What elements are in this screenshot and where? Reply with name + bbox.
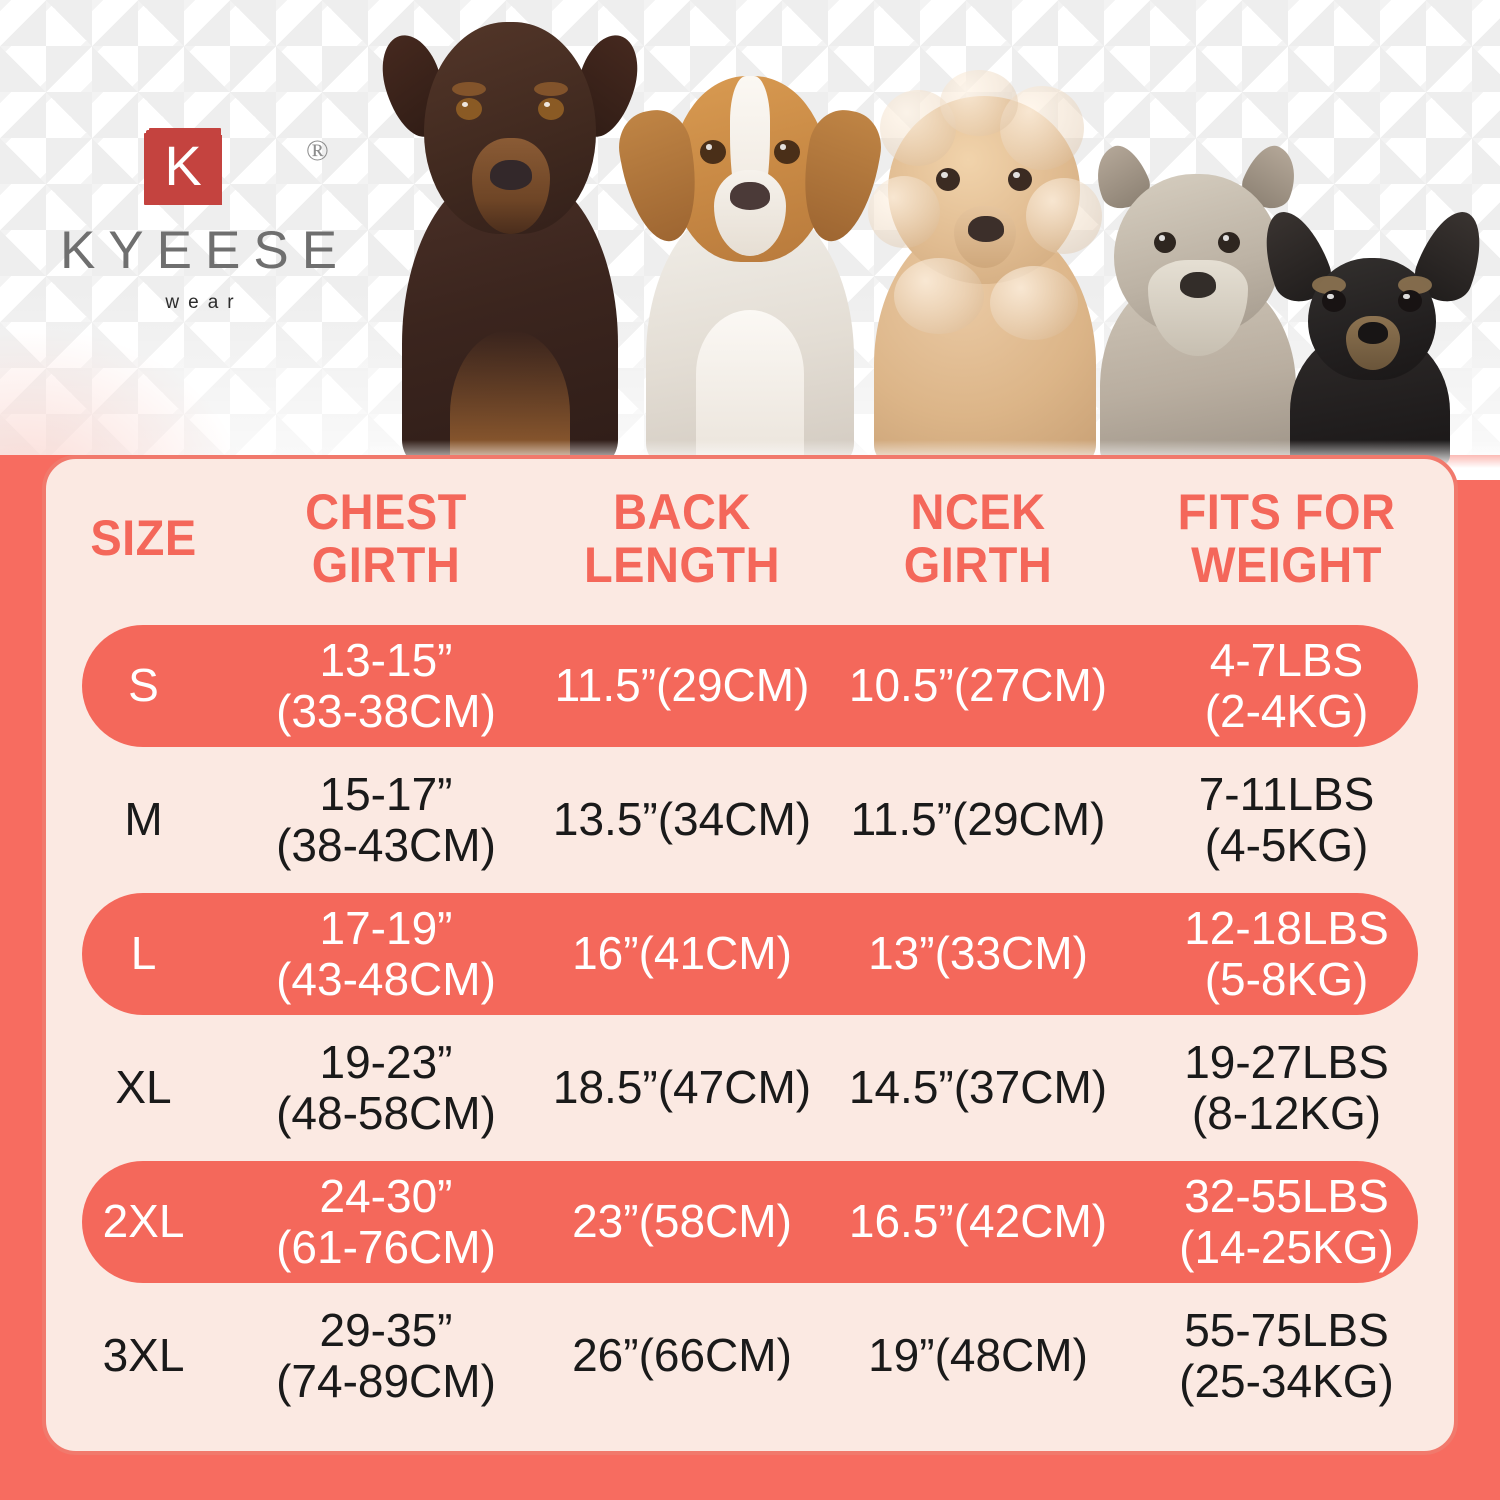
cell-back-length: 13.5”(34CM) — [552, 793, 812, 846]
dog-eye-left — [700, 140, 726, 164]
dog-nose — [730, 182, 770, 210]
brand-mark-icon: K — [146, 130, 220, 204]
dog-fur-curl — [1026, 178, 1102, 254]
dog-fur-curl — [990, 266, 1078, 340]
dog-eye-right — [1008, 168, 1032, 191]
cell-size: 3XL — [102, 1329, 185, 1382]
cell-size: M — [124, 793, 163, 846]
dog-fur-curl — [894, 258, 984, 334]
chihuahua-dog — [1250, 202, 1494, 470]
table-header-row: SIZE CHEST GIRTH BACK LENGTH NCEK GIRTH … — [46, 459, 1454, 619]
brand-mark-row: K ® — [30, 130, 370, 222]
dog-fur-curl — [940, 70, 1018, 136]
table-row: 2XL 24-30” (61-76CM) 23”(58CM) 16.5”(42C… — [46, 1155, 1454, 1289]
dog-eye-left — [1322, 290, 1346, 312]
column-header-size: SIZE — [90, 510, 197, 567]
cell-neck-girth: 11.5”(29CM) — [850, 793, 1106, 846]
dog-nose — [1358, 322, 1388, 344]
dog-nose — [968, 216, 1004, 242]
cell-back-length: 18.5”(47CM) — [552, 1061, 812, 1114]
column-header-neck-girth: NCEK GIRTH — [903, 483, 1053, 593]
brand-mark-letter: K — [164, 133, 202, 197]
table-row: XL 19-23” (48-58CM) 18.5”(47CM) 14.5”(37… — [46, 1021, 1454, 1155]
cell-fits-for-weight: 7-11LBS (4-5KG) — [1198, 768, 1375, 871]
cell-back-length: 23”(58CM) — [572, 1195, 792, 1248]
table-row: 3XL 29-35” (74-89CM) 26”(66CM) 19”(48CM)… — [46, 1289, 1454, 1423]
size-table: SIZE CHEST GIRTH BACK LENGTH NCEK GIRTH … — [46, 459, 1454, 1451]
brand-tagline: wear — [165, 292, 243, 314]
registered-trademark-icon: ® — [306, 134, 329, 167]
column-header-back-length: BACK LENGTH — [583, 483, 781, 593]
dog-brow-left — [452, 82, 486, 96]
dog-brow-right — [534, 82, 568, 96]
dog-nose — [1180, 272, 1216, 298]
poodle-dog — [850, 60, 1120, 470]
column-header-chest-girth: CHEST GIRTH — [305, 483, 467, 593]
beagle-dog — [610, 30, 890, 470]
cell-neck-girth: 16.5”(42CM) — [848, 1195, 1108, 1248]
cell-neck-girth: 19”(48CM) — [868, 1329, 1088, 1382]
cell-fits-for-weight: 12-18LBS (5-8KG) — [1184, 902, 1389, 1005]
column-header-fits-for-weight: FITS FOR WEIGHT — [1177, 483, 1396, 593]
cell-chest-girth: 29-35” (74-89CM) — [276, 1304, 496, 1407]
cell-size: XL — [115, 1061, 172, 1114]
cell-size: L — [130, 927, 157, 980]
cell-chest-girth: 17-19” (43-48CM) — [276, 902, 496, 1005]
cell-chest-girth: 15-17” (38-43CM) — [276, 768, 496, 871]
dog-eye-left — [456, 98, 482, 120]
cell-size: S — [128, 659, 159, 712]
dog-eye-right — [538, 98, 564, 120]
doberman-dog — [372, 10, 648, 470]
cell-size: 2XL — [102, 1195, 185, 1248]
table-row: L 17-19” (43-48CM) 16”(41CM) 13”(33CM) 1… — [46, 887, 1454, 1021]
size-chart-panel: SIZE CHEST GIRTH BACK LENGTH NCEK GIRTH … — [42, 455, 1458, 1455]
dog-brow-right — [1398, 276, 1432, 294]
dog-eye-left — [1154, 232, 1176, 253]
dog-eye-right — [1398, 290, 1422, 312]
cell-neck-girth: 10.5”(27CM) — [848, 659, 1108, 712]
dog-brow-left — [1312, 276, 1346, 294]
dog-eye-right — [1218, 232, 1240, 253]
brand-name: KYEESE — [59, 221, 351, 280]
cell-chest-girth: 19-23” (48-58CM) — [276, 1036, 496, 1139]
table-row: S 13-15” (33-38CM) 11.5”(29CM) 10.5”(27C… — [46, 619, 1454, 753]
cell-chest-girth: 13-15” (33-38CM) — [276, 634, 496, 737]
cell-back-length: 16”(41CM) — [572, 927, 792, 980]
cell-back-length: 26”(66CM) — [572, 1329, 792, 1382]
cell-fits-for-weight: 19-27LBS (8-12KG) — [1184, 1036, 1389, 1139]
table-row: M 15-17” (38-43CM) 13.5”(34CM) 11.5”(29C… — [46, 753, 1454, 887]
cell-back-length: 11.5”(29CM) — [554, 659, 810, 712]
cell-chest-girth: 24-30” (61-76CM) — [276, 1170, 496, 1273]
dog-eye-right — [774, 140, 800, 164]
schnauzer-dog — [1070, 138, 1320, 470]
cell-neck-girth: 14.5”(37CM) — [848, 1061, 1108, 1114]
brand-logo: K ® KYEESE wear — [30, 130, 370, 314]
cell-fits-for-weight: 4-7LBS (2-4KG) — [1204, 634, 1369, 737]
dog-eye-left — [936, 168, 960, 191]
dog-nose — [490, 160, 532, 190]
cell-fits-for-weight: 32-55LBS (14-25KG) — [1179, 1170, 1394, 1273]
cell-neck-girth: 13”(33CM) — [868, 927, 1088, 980]
cell-fits-for-weight: 55-75LBS (25-34KG) — [1179, 1304, 1394, 1407]
dogs-hero-image — [370, 0, 1500, 470]
dog-fur-curl — [868, 176, 940, 248]
